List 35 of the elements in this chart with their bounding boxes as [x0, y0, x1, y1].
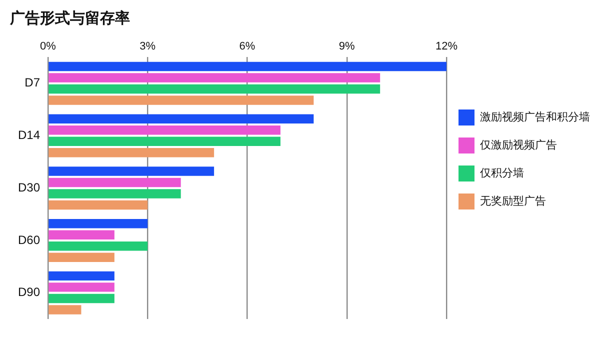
- bar: [48, 230, 114, 240]
- bar: [48, 189, 181, 198]
- bar: [48, 136, 280, 146]
- bar: [48, 241, 148, 251]
- legend-label: 激励视频广告和积分墙: [480, 110, 590, 124]
- bar: [48, 114, 314, 124]
- bar: [48, 271, 114, 281]
- x-tick-label: 0%: [40, 40, 56, 53]
- bar: [48, 305, 82, 314]
- bar: [48, 166, 214, 176]
- y-tick-label: D30: [18, 180, 40, 194]
- y-tick-label: D90: [18, 285, 40, 300]
- bar: [48, 84, 380, 94]
- bar: [48, 178, 181, 188]
- bar: [48, 62, 446, 72]
- legend-label: 仅激励视频广告: [480, 138, 557, 152]
- bar: [48, 282, 114, 292]
- legend-label: 仅积分墙: [480, 166, 524, 180]
- y-tick-label: D7: [24, 76, 40, 90]
- y-tick-label: D14: [18, 128, 40, 142]
- bar: [48, 125, 280, 135]
- bar: [48, 218, 148, 228]
- x-tick-label: 12%: [435, 40, 458, 53]
- bar: [48, 294, 114, 304]
- x-tick-label: 9%: [338, 40, 356, 53]
- bar: [48, 200, 148, 210]
- x-tick-label: 6%: [239, 40, 256, 53]
- bar: [48, 73, 380, 82]
- bar: [48, 252, 114, 262]
- y-tick-label: D60: [18, 232, 40, 247]
- chart-title: 广告形式与留存率: [9, 8, 130, 27]
- bar: [48, 96, 314, 105]
- bar: [48, 148, 214, 158]
- x-tick-label: 3%: [140, 40, 156, 53]
- legend-label: 无奖励型广告: [480, 194, 546, 208]
